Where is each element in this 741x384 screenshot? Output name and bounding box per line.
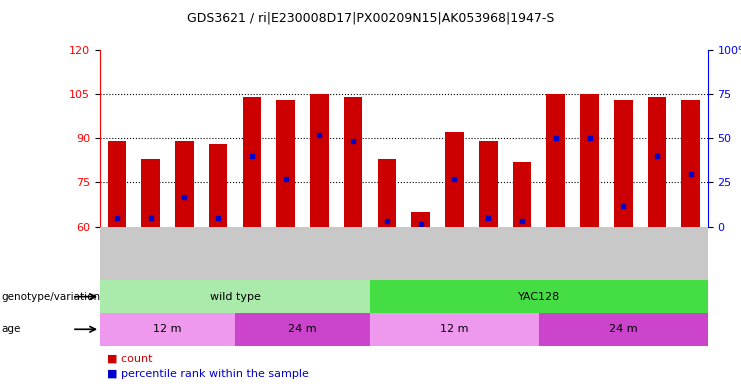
Bar	[370, 280, 708, 313]
Text: 12 m: 12 m	[153, 324, 182, 334]
Text: GDS3621 / ri|E230008D17|PX00209N15|AK053968|1947-S: GDS3621 / ri|E230008D17|PX00209N15|AK053…	[187, 12, 554, 25]
Bar	[513, 162, 531, 227]
Text: ■ percentile rank within the sample: ■ percentile rank within the sample	[107, 369, 309, 379]
Bar	[445, 132, 464, 227]
Bar	[100, 280, 370, 313]
Text: genotype/variation: genotype/variation	[1, 291, 101, 302]
Text: 24 m: 24 m	[609, 324, 637, 334]
Bar	[209, 144, 227, 227]
Text: ■ count: ■ count	[107, 354, 153, 364]
Text: age: age	[1, 324, 21, 334]
Bar	[310, 94, 329, 227]
Bar	[479, 141, 497, 227]
Bar	[370, 313, 539, 346]
Bar	[107, 141, 126, 227]
Text: 24 m: 24 m	[288, 324, 317, 334]
Bar	[242, 97, 262, 227]
Bar	[411, 212, 430, 227]
Bar	[580, 94, 599, 227]
Bar	[235, 313, 370, 346]
Text: 12 m: 12 m	[440, 324, 469, 334]
Bar	[175, 141, 193, 227]
Bar	[344, 97, 362, 227]
Bar	[614, 100, 633, 227]
Bar	[100, 313, 235, 346]
Bar	[539, 313, 708, 346]
Bar	[276, 100, 295, 227]
Bar	[378, 159, 396, 227]
Text: YAC128: YAC128	[518, 291, 560, 302]
Bar	[682, 100, 700, 227]
Text: wild type: wild type	[210, 291, 261, 302]
Bar	[648, 97, 666, 227]
Bar	[546, 94, 565, 227]
Bar	[142, 159, 160, 227]
